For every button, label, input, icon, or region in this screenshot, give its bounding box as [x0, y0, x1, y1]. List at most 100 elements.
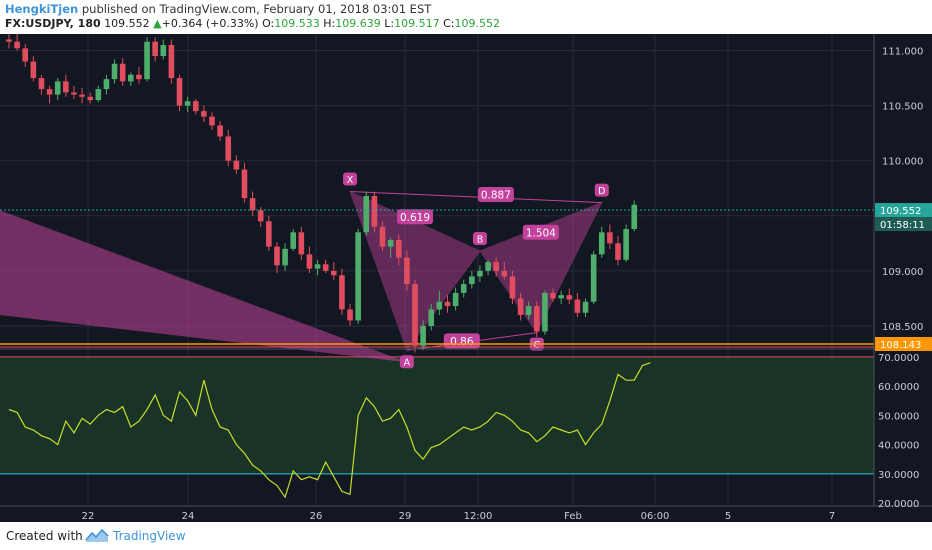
chart-svg[interactable]: 0.619 0.887 1.504 0.86 X A B C D 22 24 26 29 12:00 Fe…	[0, 32, 932, 522]
pattern-wedge	[0, 210, 407, 363]
candle-body	[420, 325, 426, 346]
price-tick-label: 109.000	[882, 267, 923, 278]
symbol-label[interactable]: FX:USDJPY, 180	[5, 17, 101, 30]
candle-body	[306, 254, 313, 269]
candle-body	[38, 78, 45, 90]
last-price-badge	[875, 203, 932, 218]
published-text: published on TradingView.com, February 0…	[78, 2, 432, 16]
candle-body	[582, 301, 589, 313]
candle-body	[152, 41, 158, 57]
candle-body	[558, 295, 564, 299]
candle-body	[428, 309, 435, 326]
rsi-band	[0, 356, 874, 475]
pattern-point-label: D	[598, 186, 605, 197]
candle-body	[266, 221, 272, 247]
time-tick-label: 12:00	[464, 511, 493, 522]
rsi-tick-label: 40.0000	[878, 441, 919, 452]
high-value: 109.639	[335, 17, 381, 30]
change-value: +0.364 (+0.33%)	[161, 17, 259, 30]
grid-layer	[0, 34, 874, 506]
candle-body	[631, 204, 638, 230]
tradingview-brand[interactable]: TradingView	[113, 529, 186, 543]
chart-area[interactable]: 0.619 0.887 1.504 0.86 X A B C D 22 24 26 29 12:00 Fe…	[0, 32, 932, 522]
candle-body	[119, 63, 126, 82]
time-tick-label: 22	[82, 511, 95, 522]
candle-body	[598, 232, 605, 255]
candle-body	[46, 89, 53, 95]
candle-body	[257, 210, 264, 222]
rsi-tick-label: 60.0000	[878, 382, 919, 393]
candle-body	[6, 39, 12, 42]
time-tick-label: 5	[725, 511, 731, 522]
level-badge	[875, 337, 932, 351]
candle-body	[87, 96, 93, 101]
countdown-label: 01:58:11	[880, 220, 925, 231]
time-tick-label: 7	[829, 511, 835, 522]
author-link[interactable]: HengkiTjen	[5, 2, 79, 16]
candle-body	[209, 116, 215, 126]
candle-body	[63, 81, 69, 93]
axes: 22 24 26 29 12:00 Feb 06:00 5 7 111.000 110.500 110…	[0, 34, 932, 522]
candle-body	[436, 301, 443, 310]
candle-body	[477, 270, 483, 277]
pattern-point-label: C	[533, 340, 540, 351]
candle-body	[176, 78, 183, 106]
candle-body	[615, 243, 621, 260]
candle-body	[339, 275, 345, 310]
candle-body	[298, 232, 305, 255]
last-price: 109.552	[104, 17, 150, 30]
candle-body	[274, 246, 280, 266]
candle-body	[322, 264, 329, 271]
pattern-point-badge	[472, 232, 487, 246]
price-tick-label: 110.000	[882, 157, 923, 168]
candle-body	[460, 284, 467, 293]
candle-body	[574, 299, 581, 313]
candle-body	[590, 254, 597, 302]
rsi-tick-label: 70.0000	[878, 353, 919, 364]
candle-body	[493, 262, 499, 271]
rsi-tick-label: 20.0000	[878, 499, 919, 510]
candle-body	[22, 48, 29, 62]
candle-body	[517, 298, 524, 315]
candle-body	[144, 41, 150, 80]
candle-body	[241, 169, 248, 199]
countdown-badge	[875, 217, 932, 232]
pattern-point-badge	[399, 355, 414, 369]
rsi-band-fill	[0, 356, 874, 474]
close-value: 109.552	[454, 17, 500, 30]
pattern-point-label: B	[477, 235, 484, 246]
created-with-label: Created with	[6, 529, 83, 543]
time-tick-label: Feb	[564, 511, 582, 522]
ratio-label: 0.619	[400, 212, 430, 224]
rsi-tick-label: 30.0000	[878, 470, 919, 481]
footer: Created with TradingView	[0, 522, 932, 550]
candle-body	[290, 232, 296, 249]
candle-body	[534, 306, 540, 332]
candle-body	[623, 229, 629, 260]
close-label: C:	[443, 17, 455, 30]
ratio-label: 1.504	[526, 227, 556, 239]
rsi-line	[8, 362, 651, 499]
candle-body	[501, 270, 508, 277]
candle-body	[355, 232, 361, 321]
candle-body	[387, 240, 394, 247]
candle-body	[111, 63, 118, 80]
candle-body	[469, 276, 475, 285]
harmonic-pattern: 0.619 0.887 1.504 0.86 X A B C D	[0, 172, 874, 369]
high-label: H:	[323, 17, 336, 30]
ratio-label: 0.86	[450, 336, 474, 348]
ratio-label: 0.887	[481, 190, 511, 202]
candle-body	[71, 92, 77, 95]
candle-body	[128, 74, 134, 82]
candle-body	[566, 295, 573, 300]
candle-body	[168, 45, 175, 79]
candle-body	[347, 309, 353, 321]
candle-body	[160, 45, 167, 57]
open-value: 109.533	[274, 17, 320, 30]
candle-body	[225, 136, 232, 161]
tradingview-logo-icon	[85, 528, 109, 542]
price-tick-label: 108.500	[882, 322, 923, 333]
candle-body	[550, 292, 556, 299]
candle-body	[485, 262, 491, 271]
time-tick-label: 29	[399, 511, 412, 522]
